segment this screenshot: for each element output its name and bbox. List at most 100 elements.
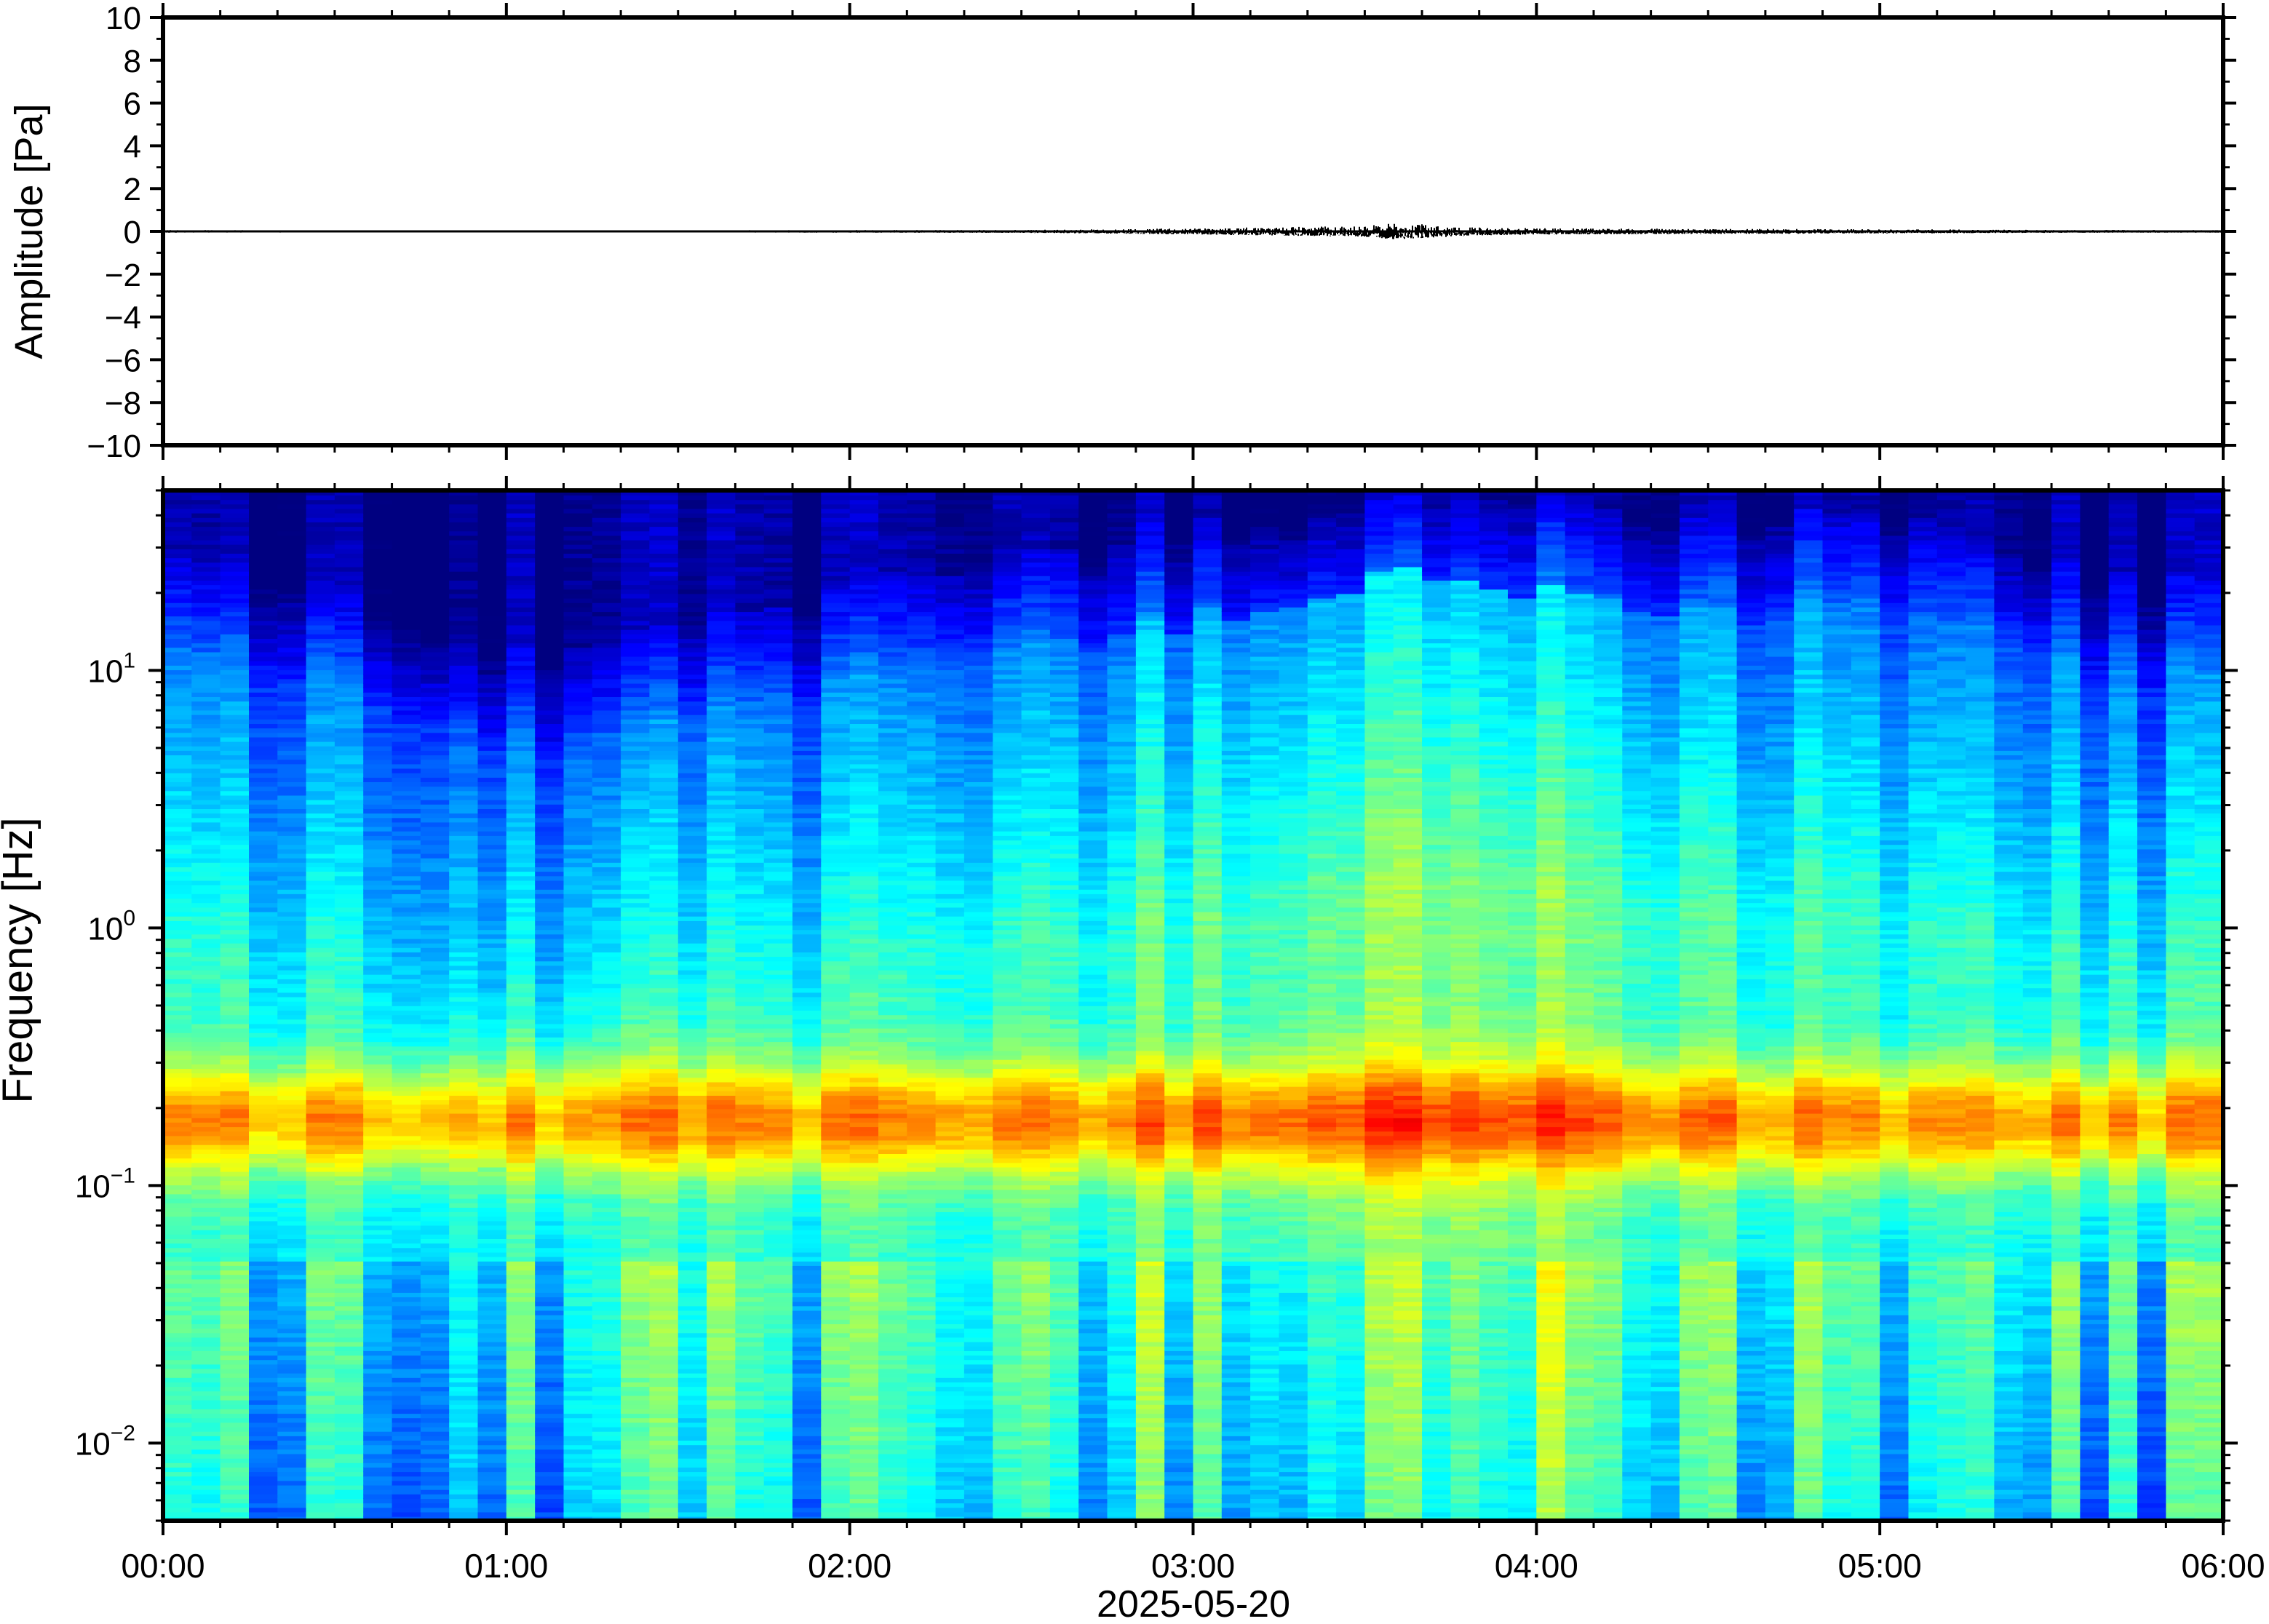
spectrogram-cell bbox=[649, 1131, 679, 1137]
spectrogram-cell bbox=[163, 947, 193, 952]
spectrogram-cell bbox=[735, 1220, 765, 1226]
spectrogram-cell bbox=[621, 1171, 651, 1177]
spectrogram-cell bbox=[621, 1511, 651, 1517]
spectrogram-cell bbox=[420, 934, 450, 939]
spectrogram-cell bbox=[535, 965, 565, 971]
spectrogram-cell bbox=[621, 495, 651, 501]
spectrogram-cell bbox=[535, 952, 565, 958]
spectrogram-cell bbox=[735, 920, 765, 926]
spectrogram-cell bbox=[735, 1091, 765, 1096]
spectrogram-cell bbox=[449, 983, 479, 989]
spectrogram-cell bbox=[707, 1359, 736, 1365]
spectrogram-cell bbox=[277, 1019, 307, 1024]
spectrogram-cell bbox=[334, 696, 364, 702]
spectrogram-cell bbox=[420, 1175, 450, 1181]
spectrogram-cell bbox=[535, 925, 565, 931]
spectrogram-cell bbox=[306, 602, 335, 608]
spectrogram-cell bbox=[191, 1193, 221, 1199]
spectrogram-cell bbox=[506, 1162, 536, 1168]
spectrogram-cell bbox=[707, 741, 736, 747]
spectrogram-cell bbox=[563, 880, 593, 885]
spectrogram-cell bbox=[563, 1117, 593, 1123]
spectrogram-cell bbox=[363, 915, 393, 921]
spectrogram-cell bbox=[649, 1251, 679, 1257]
spectrogram-cell bbox=[707, 714, 736, 720]
spectrogram-cell bbox=[563, 1023, 593, 1029]
spectrogram-cell bbox=[621, 611, 651, 617]
spectrogram-cell bbox=[249, 1372, 279, 1378]
spectrogram-cell bbox=[306, 647, 335, 653]
spectrogram-cell bbox=[506, 1386, 536, 1392]
spectrogram-cell bbox=[363, 1265, 393, 1271]
spectrogram-cell bbox=[735, 517, 765, 522]
spectrogram-cell bbox=[535, 1297, 565, 1302]
spectrogram-cell bbox=[392, 651, 421, 657]
spectrogram-cell bbox=[621, 1274, 651, 1280]
spectrogram-cell bbox=[277, 1314, 307, 1320]
spectrogram-cell bbox=[392, 1014, 421, 1020]
spectrogram-cell bbox=[563, 1149, 593, 1154]
spectrogram-cell bbox=[306, 580, 335, 586]
spectrogram-cell bbox=[735, 1386, 765, 1392]
spectrogram-cell bbox=[420, 593, 450, 599]
spectrogram-cell bbox=[449, 790, 479, 796]
spectrogram-cell bbox=[191, 709, 221, 715]
spectrogram-cell bbox=[363, 1382, 393, 1388]
spectrogram-cell bbox=[477, 660, 507, 666]
spectrogram-cell bbox=[477, 1422, 507, 1428]
spectrogram-cell bbox=[477, 696, 507, 702]
spectrogram-cell bbox=[649, 1368, 679, 1374]
spectrogram-cell bbox=[163, 1247, 193, 1253]
spectrogram-cell bbox=[277, 1072, 307, 1078]
spectrogram-cell bbox=[392, 867, 421, 872]
spectrogram-cell bbox=[163, 934, 193, 939]
spectrogram-cell bbox=[563, 790, 593, 796]
spectrogram-cell bbox=[535, 522, 565, 528]
spectrogram-cell bbox=[563, 1050, 593, 1056]
spectrogram-cell bbox=[363, 696, 393, 702]
spectrogram-cell bbox=[621, 952, 651, 958]
spectrogram-cell bbox=[477, 983, 507, 989]
spectrogram-cell bbox=[277, 1494, 307, 1500]
spectrogram-cell bbox=[163, 1471, 193, 1477]
spectrogram-cell bbox=[735, 1377, 765, 1382]
spectrogram-cell bbox=[649, 1166, 679, 1172]
spectrogram-cell bbox=[707, 1297, 736, 1302]
spectrogram-cell bbox=[649, 1086, 679, 1091]
spectrogram-cell bbox=[392, 786, 421, 792]
spectrogram-cell bbox=[707, 1476, 736, 1481]
spectrogram-cell bbox=[477, 1471, 507, 1477]
spectrogram-cell bbox=[449, 799, 479, 805]
spectrogram-cell bbox=[707, 1457, 736, 1463]
spectrogram-cell bbox=[363, 1153, 393, 1159]
spectrogram-cell bbox=[707, 1337, 736, 1342]
spectrogram-cell bbox=[363, 857, 393, 863]
spectrogram-cell bbox=[506, 969, 536, 975]
spectrogram-cell bbox=[163, 1440, 193, 1446]
spectrogram-cell bbox=[735, 745, 765, 751]
spectrogram-cell bbox=[449, 1077, 479, 1083]
spectrogram-cell bbox=[363, 709, 393, 715]
spectrogram-cell bbox=[249, 1301, 279, 1307]
spectrogram-cell bbox=[563, 508, 593, 514]
spectrogram-cell bbox=[449, 696, 479, 702]
spectrogram-cell bbox=[677, 1077, 707, 1083]
spectrogram-cell bbox=[249, 1180, 279, 1186]
spectrogram-cell bbox=[249, 1444, 279, 1450]
spectrogram-cell bbox=[677, 1086, 707, 1091]
spectrogram-cell bbox=[707, 755, 736, 760]
spectrogram-cell bbox=[506, 808, 536, 814]
spectrogram-cell bbox=[535, 1014, 565, 1020]
spectrogram-cell bbox=[277, 616, 307, 621]
spectrogram-cell bbox=[334, 1274, 364, 1280]
spectrogram-cell bbox=[477, 1265, 507, 1271]
spectrogram-cell bbox=[334, 969, 364, 975]
spectrogram-cell bbox=[707, 830, 736, 836]
spectrogram-cell bbox=[449, 763, 479, 769]
spectrogram-cell bbox=[477, 1297, 507, 1302]
spectrogram-cell bbox=[621, 974, 651, 979]
spectrogram-cell bbox=[707, 1301, 736, 1307]
spectrogram-cell bbox=[506, 979, 536, 984]
spectrogram-cell bbox=[363, 1122, 393, 1128]
spectrogram-cell bbox=[220, 1489, 250, 1494]
